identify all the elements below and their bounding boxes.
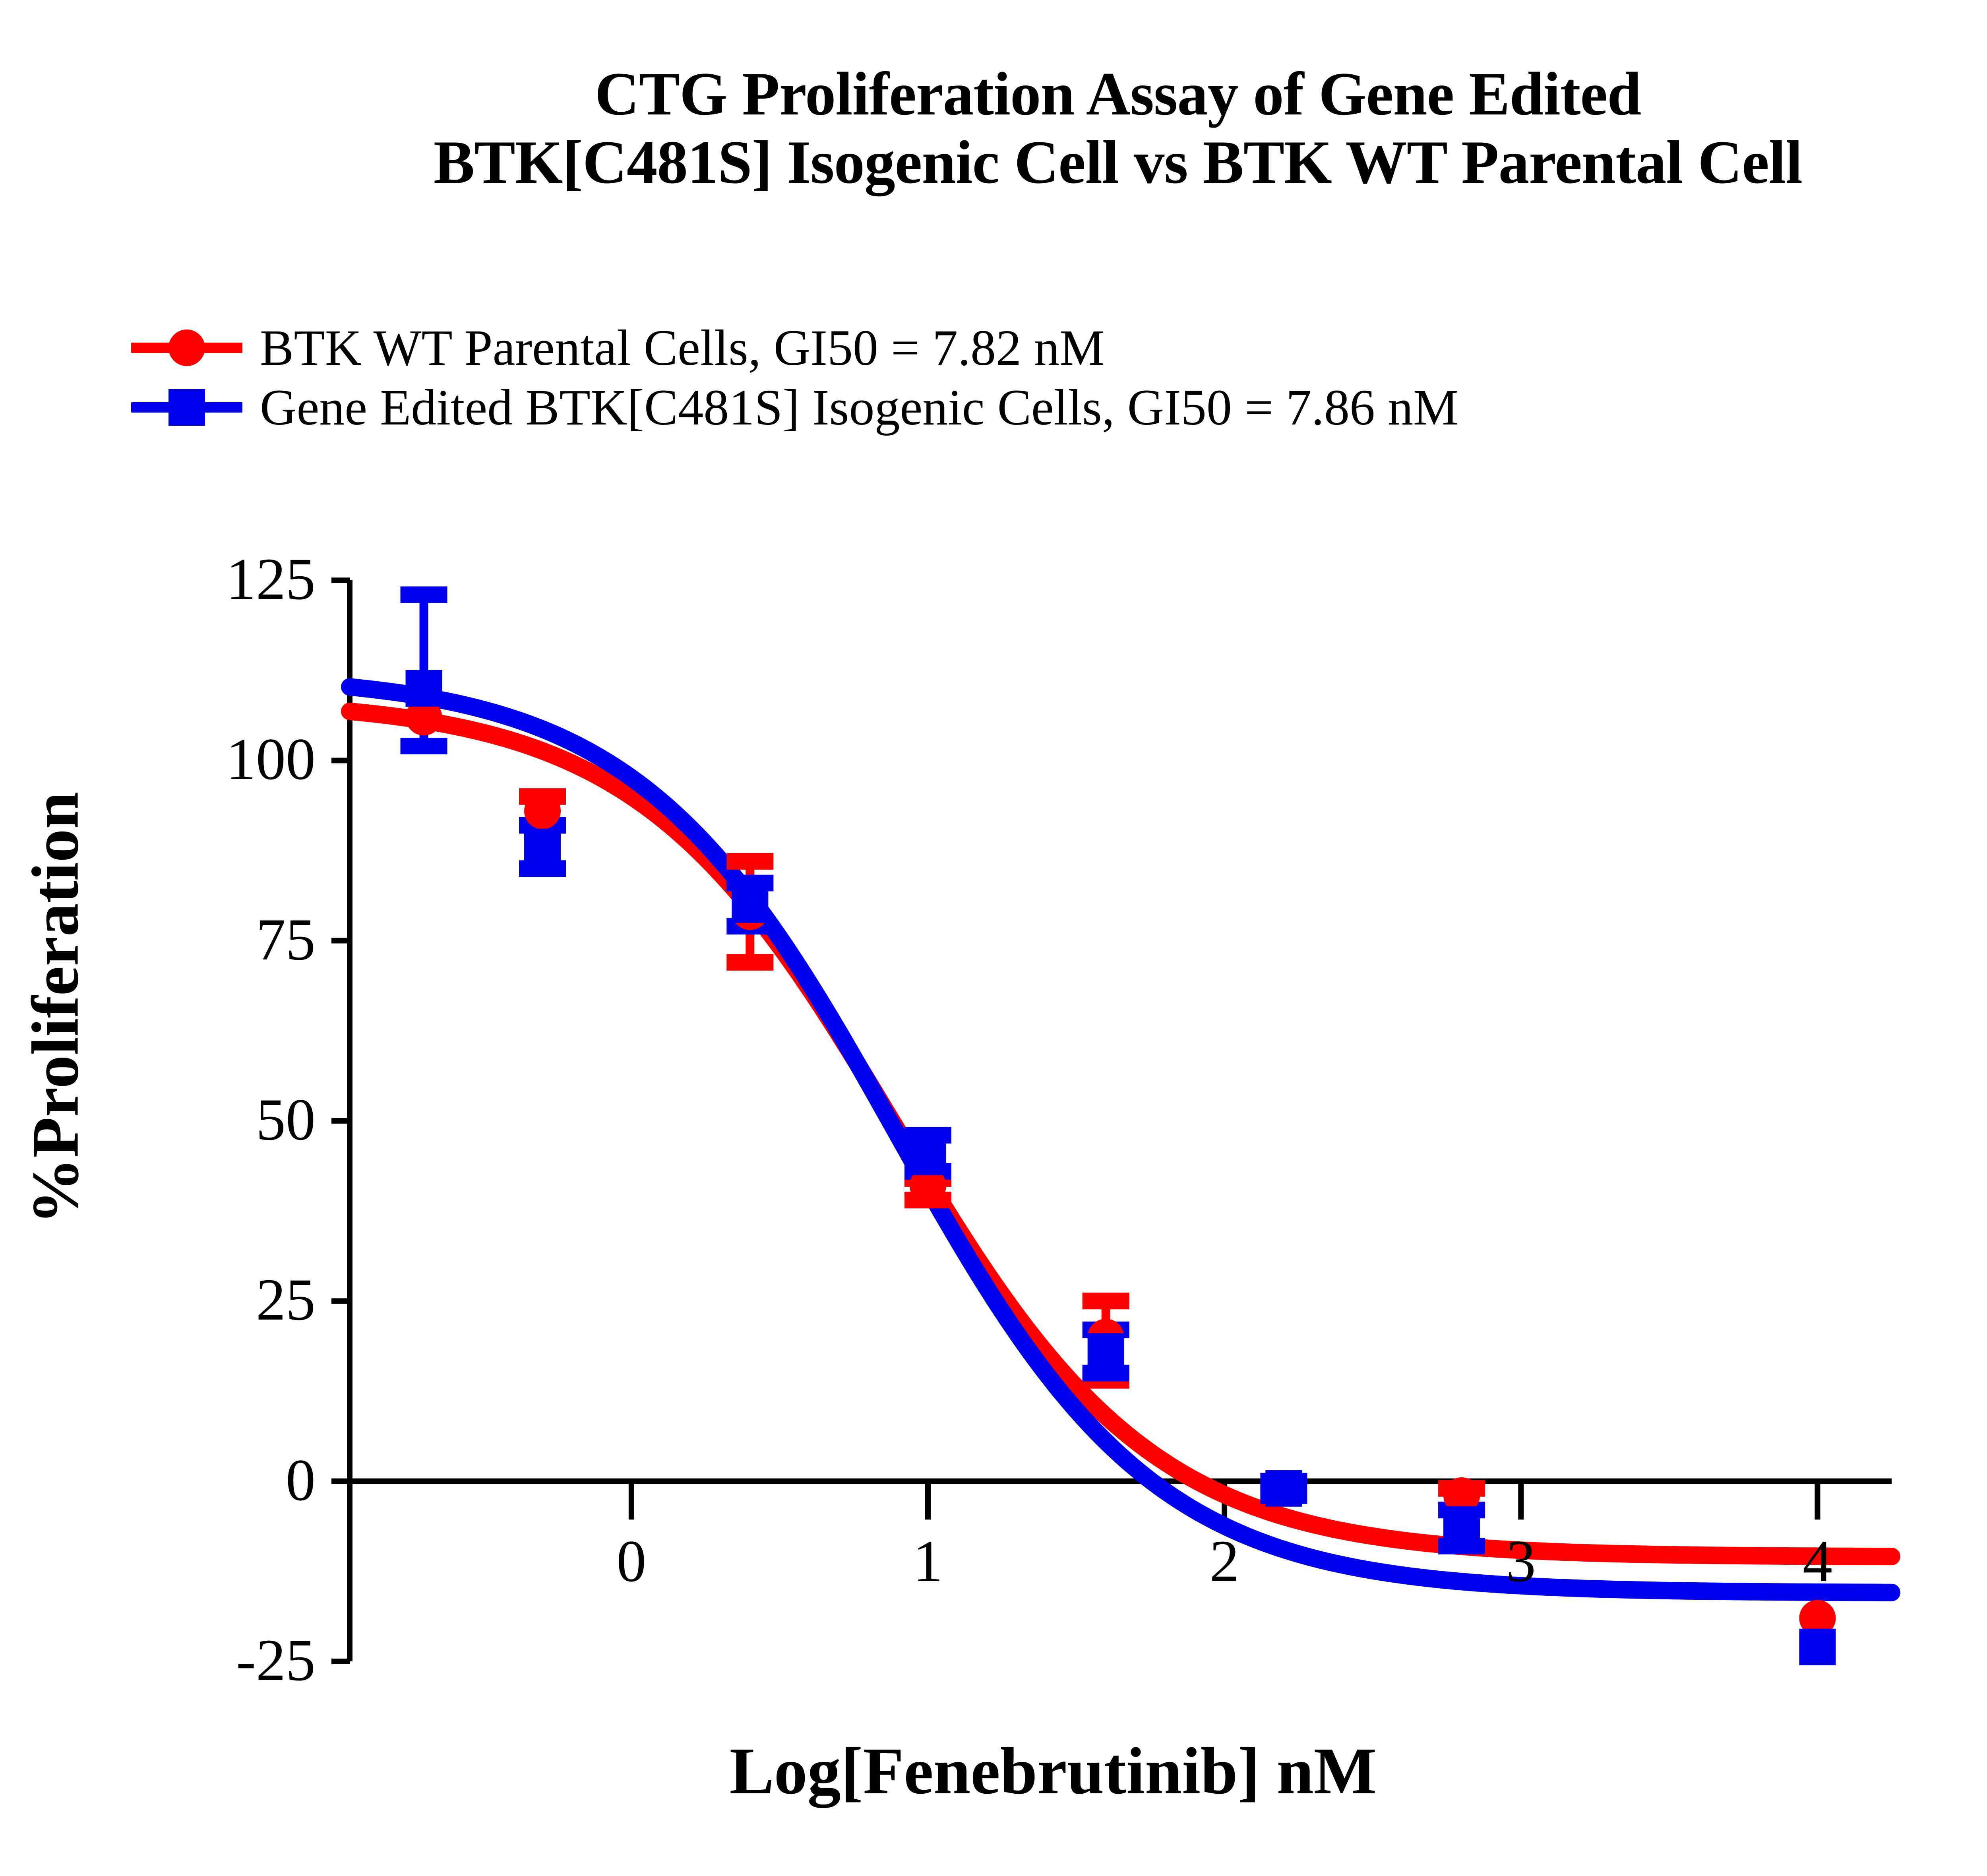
data-point-square xyxy=(910,1138,946,1175)
data-point-square xyxy=(1265,1470,1302,1507)
legend-swatch-square-icon xyxy=(127,378,246,437)
y-tick-label: 25 xyxy=(256,1267,316,1333)
y-tick-label: 100 xyxy=(226,726,316,793)
data-point-circle xyxy=(1443,1477,1480,1514)
y-tick-label: 0 xyxy=(286,1447,316,1513)
data-point-circle xyxy=(910,1167,946,1204)
x-tick-label: 3 xyxy=(1506,1528,1536,1595)
data-point-circle xyxy=(1799,1600,1836,1637)
plot-svg xyxy=(331,578,1900,1665)
data-point-square xyxy=(405,670,442,707)
data-point-square xyxy=(1443,1506,1480,1543)
legend-label-gene-edited: Gene Edited BTK[C481S] Isogenic Cells, G… xyxy=(260,379,1458,436)
x-tick-label: 1 xyxy=(913,1528,943,1595)
legend-item-wt-parental: BTK WT Parental Cells, GI50 = 7.82 nM xyxy=(127,318,1458,378)
data-point-square xyxy=(1087,1333,1124,1370)
y-axis-title: %Proliferation xyxy=(18,792,93,1225)
title-line-1: CTG Proliferation Assay of Gene Edited xyxy=(595,60,1642,128)
chart-legend: BTK WT Parental Cells, GI50 = 7.82 nM Ge… xyxy=(127,318,1458,437)
x-axis-title: Log[Fenebrutinib] nM xyxy=(729,1734,1377,1808)
x-tick-label: 4 xyxy=(1802,1528,1832,1595)
x-tick-label: 2 xyxy=(1209,1528,1239,1595)
y-tick-label: 125 xyxy=(226,546,316,612)
legend-label-wt-parental: BTK WT Parental Cells, GI50 = 7.82 nM xyxy=(260,320,1105,376)
fit-curve xyxy=(341,702,1900,1566)
data-point-square xyxy=(524,828,561,865)
legend-item-gene-edited: Gene Edited BTK[C481S] Isogenic Cells, G… xyxy=(127,378,1458,437)
plot-area: %Proliferation Log[Fenebrutinib] nM 125 1… xyxy=(0,548,1987,1876)
x-tick-label: 0 xyxy=(616,1528,647,1595)
data-point-circle xyxy=(405,699,442,736)
data-point-square xyxy=(732,886,769,923)
page-title: CTG Proliferation Assay of Gene Edited B… xyxy=(0,60,1987,196)
data-point-circle xyxy=(524,793,561,829)
fit-curve xyxy=(341,678,1900,1601)
y-tick-label: -25 xyxy=(236,1627,316,1693)
y-tick-label: 50 xyxy=(256,1087,316,1153)
legend-swatch-circle-icon xyxy=(127,318,246,378)
y-tick-label: 75 xyxy=(256,906,316,973)
title-line-2: BTK[C481S] Isogenic Cell vs BTK WT Paren… xyxy=(434,128,1803,196)
data-point-square xyxy=(1799,1628,1836,1665)
